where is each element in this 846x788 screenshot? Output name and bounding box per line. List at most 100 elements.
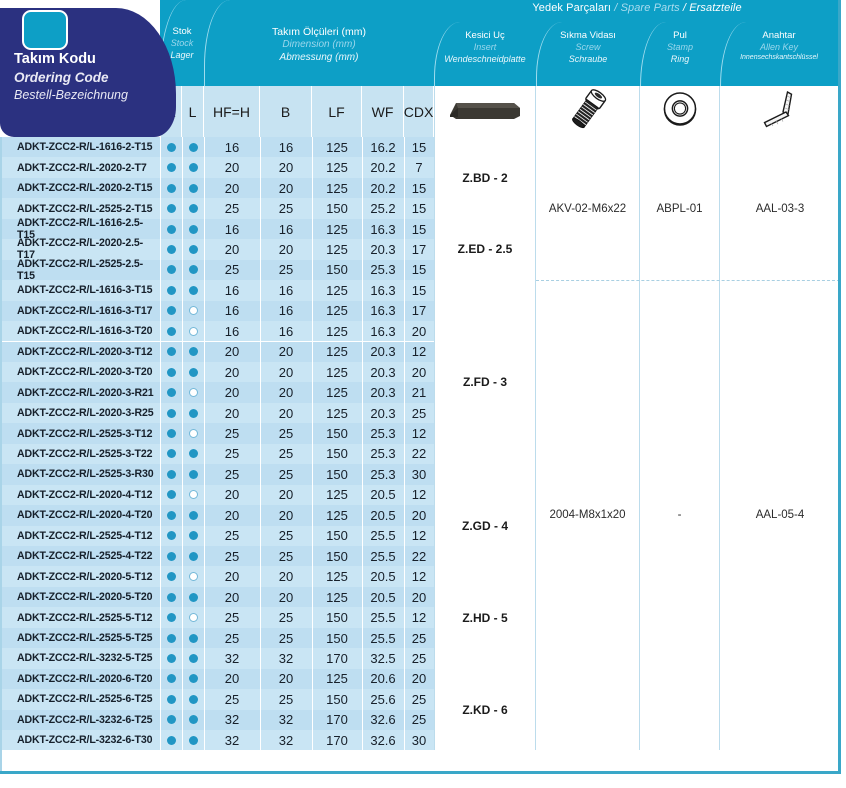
cell-hf: 20 — [224, 405, 240, 421]
cell-ordering-code: ADKT-ZCC2-R/L-3232-5-T25 — [17, 652, 153, 665]
cell-lf: 125 — [326, 671, 348, 687]
column-divider — [260, 566, 262, 587]
cell-lf: 150 — [326, 610, 348, 626]
cell-cdx: 17 — [411, 241, 427, 257]
cell-stock-r — [160, 607, 182, 627]
cell-stock-r — [160, 689, 182, 709]
cell-stock-l — [182, 301, 204, 321]
column-divider — [204, 484, 206, 506]
stock-unavailable-dot-icon — [188, 490, 198, 500]
column-divider — [204, 341, 206, 362]
column-divider — [182, 586, 184, 608]
column-divider — [362, 668, 364, 690]
cell-b: 20 — [278, 569, 294, 585]
stock-available-dot-icon — [188, 469, 198, 479]
column-divider — [312, 586, 314, 608]
column-divider — [312, 382, 314, 403]
cell-ordering-code: ADKT-ZCC2-R/L-2020-2-T15 — [17, 182, 153, 195]
cell-lf: 125 — [326, 303, 348, 319]
cell-b: 20 — [278, 364, 294, 380]
column-divider — [312, 464, 314, 485]
column-divider — [204, 525, 206, 546]
cell-ring-code: - — [640, 280, 720, 751]
cell-ordering-code: ADKT-ZCC2-R/L-2020-5-T20 — [17, 591, 153, 604]
cell-stock-l — [182, 260, 204, 280]
cell-cdx: 17 — [411, 303, 427, 319]
column-divider — [204, 218, 206, 240]
cell-wf: 20.5 — [370, 569, 396, 585]
column-divider — [362, 525, 364, 546]
cell-b: 25 — [278, 446, 294, 462]
column-divider — [260, 157, 262, 178]
column-divider — [204, 157, 206, 178]
cell-hf: 25 — [224, 201, 240, 217]
cell-b: 25 — [278, 548, 294, 564]
column-divider — [204, 177, 206, 199]
cell-b: 25 — [278, 528, 294, 544]
cell-hf: 25 — [224, 691, 240, 707]
column-divider — [204, 689, 206, 710]
column-divider — [362, 464, 364, 485]
column-divider — [260, 341, 262, 362]
cell-lf: 150 — [326, 201, 348, 217]
column-divider — [404, 321, 406, 342]
column-divider — [312, 709, 314, 731]
cell-wf: 20.3 — [370, 344, 396, 360]
column-divider — [182, 566, 184, 587]
cell-hf: 20 — [224, 241, 240, 257]
stock-available-dot-icon — [166, 265, 176, 275]
column-divider — [404, 709, 406, 731]
cell-hf: 25 — [224, 466, 240, 482]
column-divider — [362, 321, 364, 342]
allenkey-icon-cell — [720, 86, 840, 137]
cell-stock-r — [160, 710, 182, 730]
cell-stock-r — [160, 444, 182, 464]
column-divider — [204, 648, 206, 669]
column-divider — [312, 525, 314, 546]
column-divider — [204, 382, 206, 403]
insert-code-label: Z.HD - 5 — [462, 610, 508, 625]
cell-stock-l — [182, 198, 204, 218]
cell-wf: 25.5 — [370, 528, 396, 544]
cell-b: 25 — [278, 630, 294, 646]
cell-wf: 16.3 — [370, 323, 396, 339]
column-divider — [404, 566, 406, 587]
column-divider — [160, 566, 162, 587]
column-divider — [404, 423, 406, 444]
spare-parts-title-sep2: / — [679, 2, 690, 14]
column-divider — [312, 280, 314, 301]
column-divider — [160, 137, 162, 158]
column-divider — [182, 648, 184, 669]
column-divider — [404, 443, 406, 465]
cell-cdx: 15 — [411, 221, 427, 237]
column-divider — [182, 300, 184, 322]
column-divider — [204, 443, 206, 465]
column-divider — [160, 546, 162, 567]
cell-ring-code-label: ABPL-01 — [656, 202, 703, 215]
stock-available-dot-icon — [166, 408, 176, 418]
cell-ordering-code: ADKT-ZCC2-R/L-2525-2-T15 — [17, 202, 153, 215]
column-divider — [362, 627, 364, 649]
cell-screw-code: 2004-M8x1x20 — [536, 280, 640, 751]
column-divider — [204, 505, 206, 526]
cell-b: 25 — [278, 201, 294, 217]
cell-stock-r — [160, 198, 182, 218]
cell-wf: 20.5 — [370, 589, 396, 605]
cell-ordering-code: ADKT-ZCC2-R/L-1616-2-T15 — [17, 141, 153, 154]
stock-available-dot-icon — [188, 715, 198, 725]
cell-b: 20 — [278, 405, 294, 421]
cell-ordering-code: ADKT-ZCC2-R/L-2020-3-R25 — [17, 407, 154, 420]
column-divider — [204, 586, 206, 608]
cell-ordering-code: ADKT-ZCC2-R/L-2525-6-T25 — [17, 693, 153, 706]
cell-lf: 150 — [326, 548, 348, 564]
column-divider — [182, 341, 184, 362]
cell-cdx: 20 — [411, 364, 427, 380]
column-divider — [312, 627, 314, 649]
cell-hf: 20 — [224, 364, 240, 380]
stock-available-dot-icon — [188, 347, 198, 357]
column-divider — [182, 668, 184, 690]
column-divider — [160, 586, 162, 608]
column-divider — [404, 280, 406, 301]
cell-cdx: 15 — [411, 180, 427, 196]
cell-cdx: 20 — [411, 323, 427, 339]
